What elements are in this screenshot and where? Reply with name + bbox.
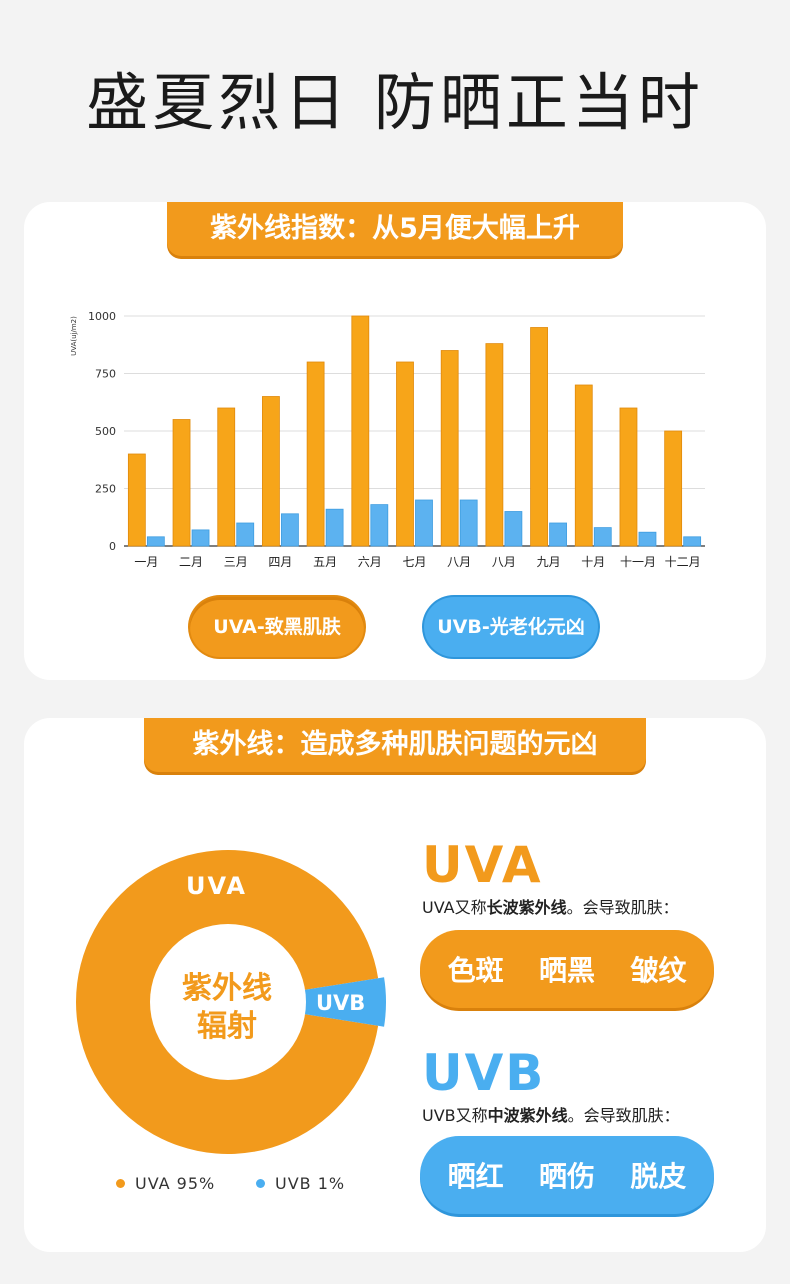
uvb-desc-prefix: UVB又称 — [422, 1106, 488, 1125]
bar-uvb — [325, 508, 344, 547]
legend-uva-dot — [116, 1179, 125, 1188]
donut-label-uvb: UVB — [316, 991, 365, 1015]
bar-uvb — [415, 499, 433, 547]
bar-uva — [485, 343, 504, 547]
x-tick-label: 十二月 — [665, 555, 701, 569]
x-tick-label: 四月 — [268, 555, 292, 569]
uva-effect-1: 色斑 — [447, 954, 504, 987]
bar-uva — [217, 407, 236, 547]
bar-uvb — [683, 536, 702, 547]
x-tick-label: 三月 — [224, 555, 248, 569]
uvb-effects-pill: 晒红 晒伤 脱皮 — [420, 1136, 714, 1214]
x-tick-label: 五月 — [313, 555, 337, 569]
uv-bar-chart: 0 250 500 750 1000 UVA(uj/m2) 一月 二月 三月 四月 五月 六月 七月 八月… — [70, 310, 705, 569]
bar-uvb — [236, 522, 255, 547]
uvb-effect-1: 晒红 — [447, 1160, 504, 1193]
legend-uva: UVA 95% — [116, 1174, 215, 1193]
uvb-effect-3: 脱皮 — [630, 1160, 687, 1193]
uvb-description: UVB又称中波紫外线。会导致肌肤： — [422, 1102, 680, 1126]
x-tick-label: 九月 — [537, 555, 561, 569]
donut-center-line1: 紫外线 — [182, 971, 272, 1006]
bar-uva — [306, 361, 325, 547]
bar-uvb — [459, 499, 478, 547]
bar-uvb — [549, 522, 567, 547]
uv-index-card: 紫外线指数：从5月便大幅上升 0 250 500 750 1000 UVA(uj/m2) 一… — [24, 202, 766, 680]
legend-uvb: UVB 1% — [256, 1174, 345, 1193]
y-tick-label: 250 — [95, 483, 116, 496]
uva-description: UVA又称长波紫外线。会导致肌肤： — [422, 894, 679, 918]
bar-uva — [351, 315, 370, 547]
donut-slice-uvb — [228, 977, 386, 1027]
legend-uva-label: UVA 95% — [135, 1174, 216, 1193]
x-tick-label: 十月 — [581, 555, 605, 569]
bar-uva — [574, 384, 593, 547]
bar-uva — [619, 407, 638, 547]
legend-uvb-label: UVB 1% — [275, 1174, 346, 1193]
x-tick-label: 一月 — [134, 555, 158, 569]
bar-uva — [172, 419, 191, 547]
uvb-effect-2: 晒伤 — [538, 1160, 595, 1193]
legend-uvb-dot — [256, 1179, 265, 1188]
donut-label-uva: UVA — [186, 872, 247, 900]
bar-uva — [262, 396, 280, 547]
page-title: 盛夏烈日 防晒正当时 — [86, 66, 704, 139]
x-tick-label: 六月 — [358, 555, 382, 569]
uva-desc-suffix: 。会导致肌肤： — [566, 898, 679, 917]
x-tick-label: 二月 — [179, 555, 203, 569]
bar-uva — [127, 453, 146, 547]
uv-problems-card: 紫外线：造成多种肌肤问题的元凶 紫外线 辐射 UVA UVB UVA 95% UVB … — [24, 718, 766, 1252]
uva-title: UVA — [422, 836, 543, 894]
uvb-desc-suffix: 。会导致肌肤： — [567, 1106, 680, 1125]
uva-desc-prefix: UVA又称 — [422, 898, 487, 917]
x-tick-label: 八月 — [492, 555, 516, 569]
uva-effect-3: 皱纹 — [630, 954, 687, 987]
uvb-desc-bold: 中波紫外线 — [487, 1106, 568, 1125]
y-tick-label: 500 — [95, 425, 116, 438]
uva-pill: UVA-致黑肌肤 — [190, 597, 364, 657]
bar-uvb — [370, 504, 389, 547]
uv-problems-banner: 紫外线：造成多种肌肤问题的元凶 — [144, 718, 646, 772]
uva-effects-pill: 色斑 晒黑 皱纹 — [420, 930, 714, 1008]
uva-effect-2: 晒黑 — [538, 954, 595, 987]
bar-uva — [664, 430, 683, 547]
y-tick-label: 750 — [95, 368, 116, 381]
uvb-title: UVB — [422, 1044, 546, 1102]
bar-uvb — [638, 531, 657, 547]
bar-uvb — [191, 529, 210, 547]
x-tick-label: 八月 — [447, 555, 471, 569]
y-tick-label: 0 — [109, 540, 116, 553]
bar-uvb — [146, 536, 165, 547]
bar-uvb — [593, 527, 612, 547]
y-axis-label: UVA(uj/m2) — [70, 316, 78, 356]
donut-hole — [150, 924, 306, 1080]
bar-uvb — [281, 513, 299, 547]
x-tick-label: 七月 — [402, 555, 426, 569]
bar-uva — [440, 350, 459, 547]
uv-index-banner: 紫外线指数：从5月便大幅上升 — [167, 202, 623, 256]
bar-uva — [530, 327, 548, 547]
donut-center-line2: 辐射 — [197, 1009, 257, 1044]
uvb-pill: UVB-光老化元凶 — [424, 597, 598, 657]
bar-uva — [396, 361, 414, 547]
bar-uvb — [504, 511, 523, 547]
uva-desc-bold: 长波紫外线 — [486, 898, 567, 917]
x-tick-label: 十一月 — [620, 555, 656, 569]
y-tick-label: 1000 — [88, 310, 116, 323]
